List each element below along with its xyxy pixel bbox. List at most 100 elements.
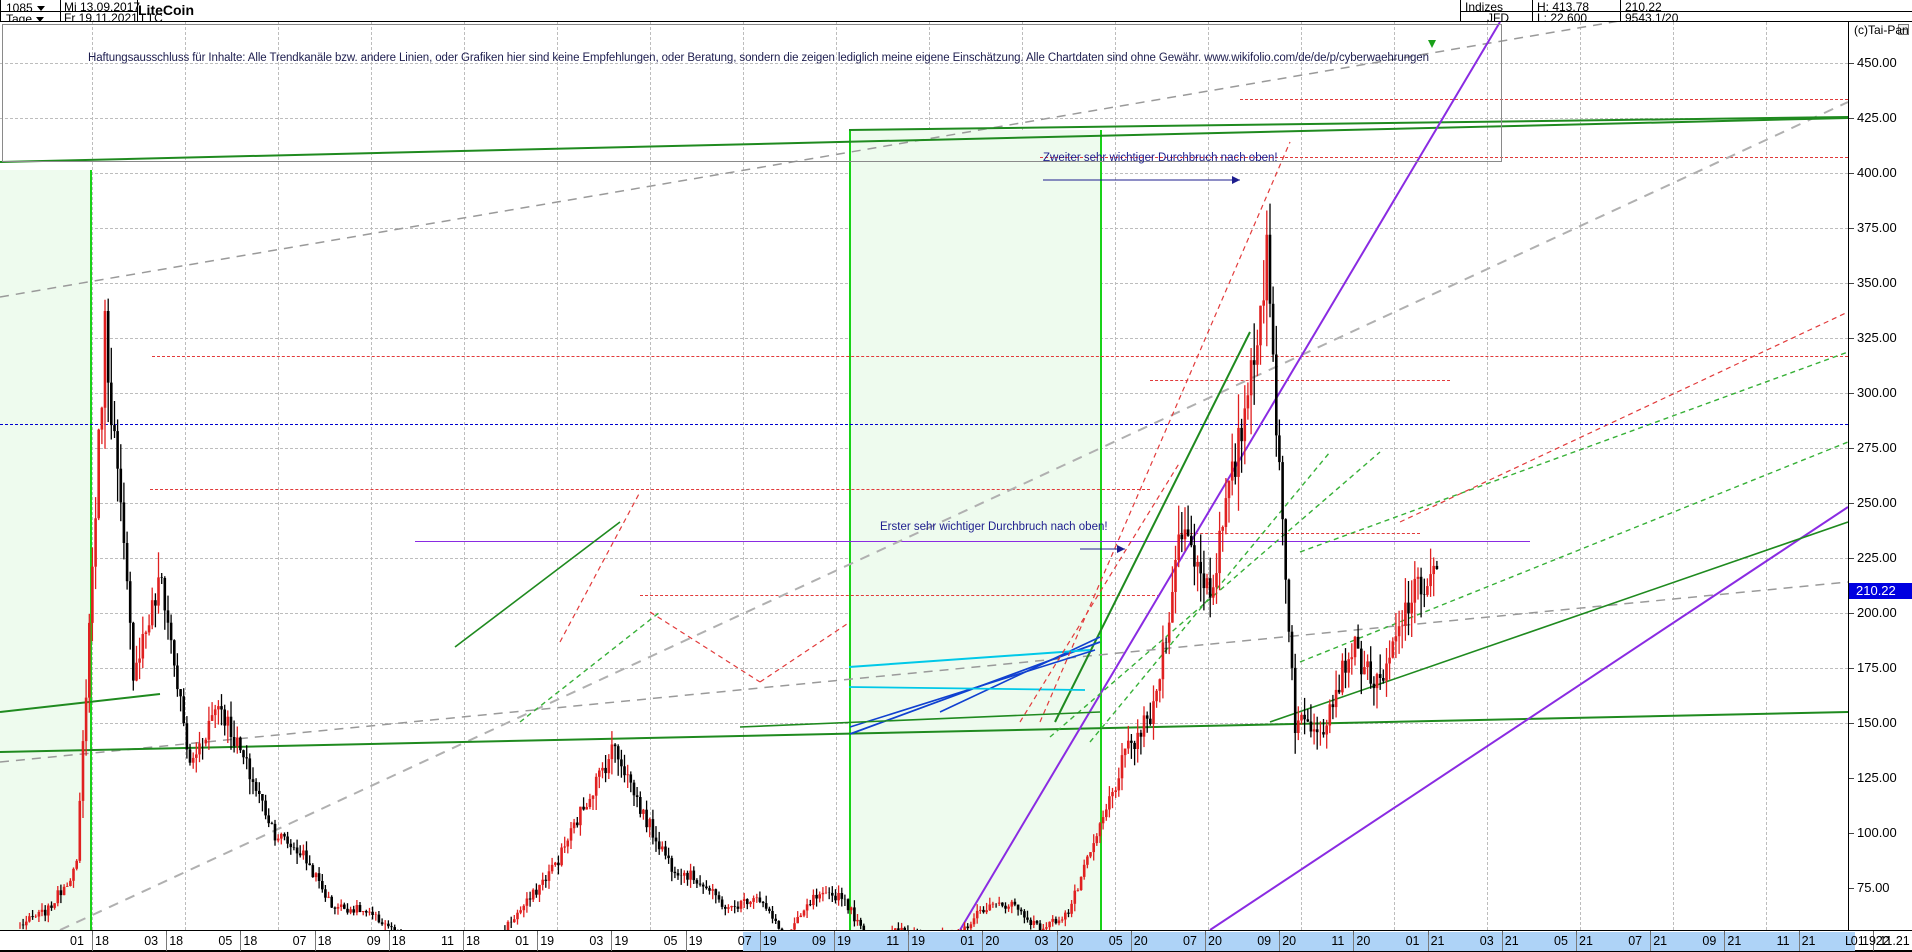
date-tick (1056, 931, 1058, 935)
date-axis-separator (908, 932, 910, 951)
price-tick (1849, 448, 1854, 449)
resistance-level-103 (640, 595, 1160, 596)
highlight-region-2020 (850, 130, 1102, 930)
date-tick (1130, 931, 1132, 935)
date-axis-separator (759, 932, 761, 951)
date-axis-separator (1724, 932, 1726, 951)
date-tick (982, 931, 984, 935)
date-axis-year: 21 (1727, 934, 1742, 948)
date-tick (463, 931, 464, 935)
date-axis-month: 11 (441, 934, 454, 948)
date-axis-year: 20 (1133, 934, 1148, 948)
date-axis-separator (537, 932, 539, 951)
date-axis-month: 01 (1850, 934, 1865, 948)
chevron-down-icon (36, 17, 45, 23)
date-axis-month: 09 (1257, 934, 1272, 948)
price-axis-label: 225.00 (1857, 550, 1897, 565)
date-axis-year: 20 (985, 934, 1000, 948)
resistance-level-255 (152, 356, 1848, 357)
date-axis-month: 05 (663, 934, 678, 948)
date-axis-month: 05 (218, 934, 233, 948)
group-label: Indizes (1465, 0, 1504, 14)
date-tick (166, 931, 168, 935)
price-axis-label: 350.00 (1857, 275, 1897, 290)
date-axis-separator (1872, 932, 1874, 951)
date-tick (685, 931, 687, 935)
date-axis-highlight-range (743, 932, 1855, 951)
period-low: L: 22.600 (1537, 11, 1588, 25)
date-axis-month: 11 (1331, 934, 1345, 948)
date-axis-month: 03 (1034, 934, 1049, 948)
price-axis-label: 200.00 (1857, 605, 1897, 620)
date-tick (388, 931, 390, 935)
bars-count-dropdown[interactable]: 1085 (6, 1, 45, 15)
price-axis-label: 375.00 (1857, 220, 1897, 235)
date-tick (537, 931, 539, 935)
date-axis-separator (166, 932, 168, 951)
date-axis-year: 18 (317, 934, 332, 948)
date-axis-month: 07 (1183, 934, 1197, 948)
date-axis-month: 11 (1776, 934, 1790, 948)
annotation-second-breakout: Zweiter sehr wichtiger Durchbruch nach o… (1043, 152, 1278, 164)
date-axis-month: 03 (589, 934, 604, 948)
date-tick (834, 931, 835, 935)
chart-plot-area[interactable]: Haftungsausschluss für Inhalte: Alle Tre… (0, 22, 1848, 930)
price-axis-label: 425.00 (1857, 110, 1897, 125)
date-axis-year: 19 (911, 934, 926, 948)
date-axis-month: 01 (960, 934, 975, 948)
disclaimer-box (2, 24, 1502, 162)
date-tick (92, 931, 93, 935)
current-price-badge: 210.22 (1849, 582, 1912, 599)
price-tick (1849, 558, 1854, 559)
date-axis-year: 18 (243, 934, 258, 948)
region-marker-left (90, 170, 92, 930)
date-axis-separator (1353, 932, 1355, 951)
chart-header-bar: 1085 Tage Mi 13.09.2017 Fr 19.11.2021 LT… (0, 0, 1912, 26)
date-axis-separator (982, 932, 984, 951)
date-axis-separator (1650, 932, 1652, 951)
trendline-overlay (0, 22, 1848, 930)
price-tick (1849, 338, 1854, 339)
date-tick (1724, 931, 1726, 935)
date-axis-separator (1501, 932, 1503, 951)
date-axis-separator (314, 932, 316, 951)
date-axis-month: 05 (1554, 934, 1568, 948)
period-high: H: 413.78 (1537, 0, 1590, 14)
date-axis-separator (240, 932, 242, 951)
price-tick (1849, 613, 1854, 614)
date-axis-month: 09 (366, 934, 381, 948)
provider-label: JFD (1487, 11, 1509, 25)
price-tick (1849, 173, 1854, 174)
date-axis-separator (1130, 932, 1132, 951)
resistance-level-175 (150, 489, 1150, 490)
price-axis-label: 150.00 (1857, 715, 1897, 730)
price-tick (1849, 118, 1854, 119)
date-axis-month: 01 (515, 934, 530, 948)
date-axis-year: 19 (614, 934, 629, 948)
date-from: Mi 13.09.2017 (64, 0, 141, 14)
date-tick (1501, 931, 1503, 935)
date-axis-separator (1279, 932, 1281, 951)
date-tick (611, 931, 613, 935)
date-axis[interactable]: 01 18 03 18 05 18 07 18 09 18 11 18 01 19 03 19 05 19 07 19… (0, 930, 1912, 952)
date-axis-month: 09 (1702, 934, 1717, 948)
disclaimer-text: Haftungsausschluss für Inhalte: Alle Tre… (88, 52, 1429, 64)
price-tick (1849, 668, 1854, 669)
date-tick (1353, 931, 1355, 935)
price-axis-label: 100.00 (1857, 825, 1897, 840)
date-axis-year: 19 (688, 934, 703, 948)
annotation-first-breakout: Erster sehr wichtiger Durchbruch nach ob… (880, 521, 1108, 533)
date-axis-separator (685, 932, 687, 951)
date-axis-cursor-marker: L (1845, 934, 1852, 948)
date-axis-month: 05 (1108, 934, 1123, 948)
date-tick (1576, 931, 1577, 935)
date-axis-separator (1205, 932, 1206, 951)
date-axis-month: 07 (1628, 934, 1643, 948)
volume-info: 9543.1/20 (1625, 11, 1679, 25)
minimize-icon[interactable]: ─ (1898, 24, 1909, 35)
price-axis-label: 75.00 (1857, 880, 1890, 895)
date-to: Fr 19.11.2021 (64, 11, 138, 25)
price-axis[interactable]: ─ (c)Tai-Pan 450.00 425.00 400.00 375.00 350… (1848, 22, 1912, 950)
bars-count-value: 1085 (6, 1, 33, 15)
date-axis-separator (463, 932, 464, 951)
